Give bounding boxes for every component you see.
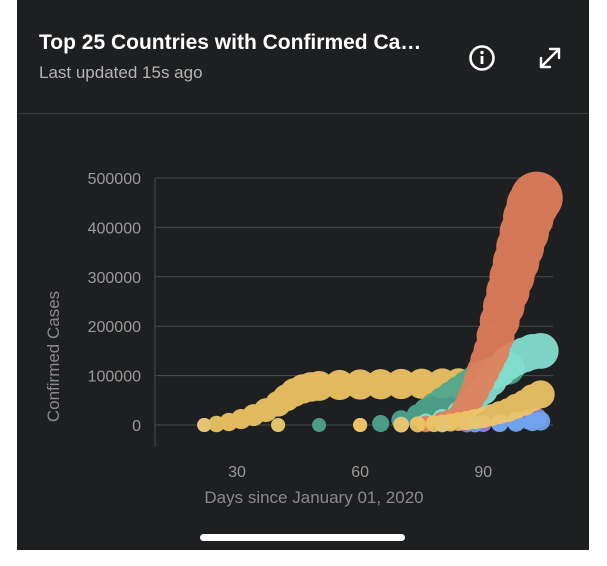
info-circle-icon: [469, 45, 495, 71]
data-point: [522, 332, 559, 369]
data-point: [312, 418, 327, 432]
y-tick-label: 0: [132, 418, 141, 435]
data-point: [372, 414, 390, 433]
x-tick-label: 60: [351, 464, 369, 481]
y-tick-label: 200000: [88, 319, 141, 336]
expand-diagonal-icon: [539, 47, 561, 69]
data-point: [531, 411, 551, 431]
x-tick-label: 30: [228, 464, 246, 481]
data-point: [393, 417, 409, 433]
y-tick-label: 300000: [88, 270, 141, 287]
y-tick-label: 500000: [88, 171, 141, 188]
data-point: [526, 380, 555, 409]
data-point: [510, 171, 563, 224]
x-tick-label: 90: [474, 464, 492, 481]
data-point: [197, 418, 212, 432]
bubble-chart: 0 100000 200000 300000 400000 500000 30 60 90 Day…: [44, 171, 563, 507]
data-point: [353, 418, 368, 432]
x-axis-title: Days since January 01, 2020: [204, 488, 423, 507]
expand-button[interactable]: [532, 40, 568, 76]
y-axis-title: Confirmed Cases: [44, 291, 63, 422]
chart-card: Top 25 Countries with Confirmed Ca… Last…: [17, 0, 589, 550]
header-divider: [17, 113, 589, 114]
data-point: [271, 418, 286, 432]
home-indicator: [200, 534, 405, 541]
series-6: [197, 380, 555, 433]
y-tick-label: 400000: [88, 220, 141, 237]
last-updated-text: Last updated 15s ago: [39, 63, 203, 82]
card-title: Top 25 Countries with Confirmed Ca…: [39, 31, 422, 54]
data-point: [409, 416, 426, 433]
series-3: [197, 171, 563, 433]
info-button[interactable]: [464, 40, 500, 76]
y-tick-label: 100000: [88, 369, 141, 386]
